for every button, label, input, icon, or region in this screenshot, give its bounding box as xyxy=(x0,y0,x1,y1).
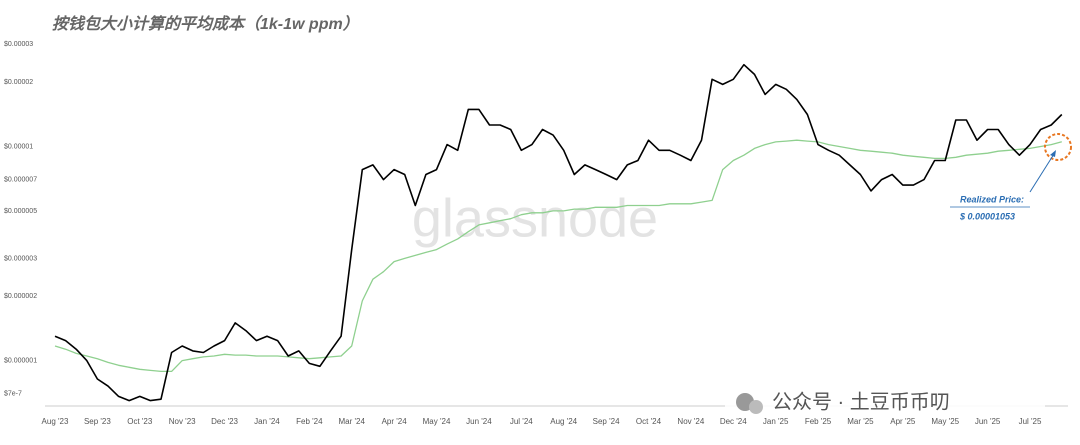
x-tick-label: Mar '24 xyxy=(339,417,366,426)
y-tick-label: $0.000001 xyxy=(4,357,37,364)
x-tick-label: Feb '25 xyxy=(805,417,832,426)
x-tick-label: Jan '24 xyxy=(254,417,280,426)
x-tick-label: Jun '24 xyxy=(466,417,492,426)
x-tick-label: Feb '24 xyxy=(296,417,323,426)
source-note: 公众号 · 土豆币币叨 xyxy=(772,390,950,413)
x-tick-label: Sep '23 xyxy=(84,417,111,426)
x-tick-label: Oct '23 xyxy=(127,417,153,426)
arrow-head xyxy=(1050,150,1056,157)
price-line xyxy=(54,63,1063,402)
y-tick-label: $0.00002 xyxy=(4,79,33,86)
y-tick-label: $0.000007 xyxy=(4,176,37,183)
annotation-value: $ 0.00001053 xyxy=(959,211,1015,221)
x-tick-label: Dec '23 xyxy=(211,417,238,426)
wechat-icon xyxy=(749,400,763,414)
x-tick-label: Apr '25 xyxy=(890,417,916,426)
x-tick-label: Oct '24 xyxy=(636,417,662,426)
x-tick-label: Aug '24 xyxy=(550,417,577,426)
annotation-label: Realized Price: xyxy=(960,194,1024,204)
x-tick-label: Nov '23 xyxy=(169,417,196,426)
y-tick-label: $7e-7 xyxy=(4,391,22,398)
y-tick-label: $0.00003 xyxy=(4,41,33,48)
x-tick-label: Dec '24 xyxy=(720,417,747,426)
x-tick-label: May '24 xyxy=(423,417,451,426)
x-tick-label: Aug '23 xyxy=(42,417,69,426)
arrow xyxy=(1029,153,1055,193)
realized-price-line xyxy=(54,139,1062,373)
y-tick-label: $0.00001 xyxy=(4,143,33,150)
chart-title: 按钱包大小计算的平均成本（1k-1w ppm） xyxy=(52,14,359,33)
x-tick-label: May '25 xyxy=(931,417,959,426)
x-tick-label: Jun '25 xyxy=(975,417,1001,426)
y-tick-label: $0.000005 xyxy=(4,208,37,215)
x-tick-label: Jul '25 xyxy=(1019,417,1042,426)
x-tick-label: Sep '24 xyxy=(593,417,620,426)
x-tick-label: Nov '24 xyxy=(677,417,704,426)
watermark: glassnode xyxy=(412,188,658,248)
source-box xyxy=(725,388,1045,418)
y-tick-label: $0.000003 xyxy=(4,255,37,262)
y-tick-label: $0.000002 xyxy=(4,293,37,300)
x-tick-label: Mar '25 xyxy=(847,417,874,426)
x-tick-label: Apr '24 xyxy=(382,417,408,426)
highlight-circle xyxy=(1044,133,1072,161)
x-tick-label: Jul '24 xyxy=(510,417,533,426)
x-tick-label: Jan '25 xyxy=(763,417,789,426)
